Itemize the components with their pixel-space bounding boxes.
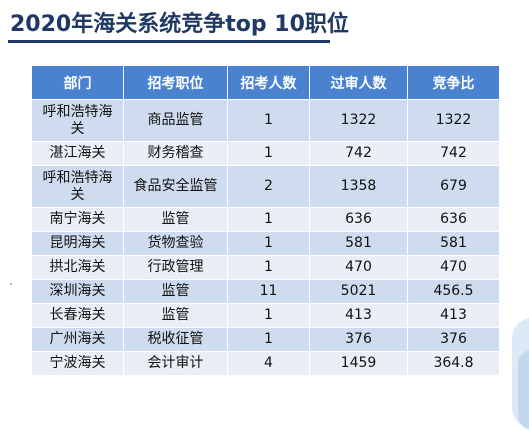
decorative-dot bbox=[10, 283, 12, 285]
table-row: 昆明海关 货物查验 1 581 581 bbox=[31, 231, 500, 256]
cell-ratio: 679 bbox=[407, 165, 500, 208]
table-row: 湛江海关 财务稽查 1 742 742 bbox=[31, 141, 500, 166]
cell-passed: 413 bbox=[309, 303, 408, 328]
cell-position: 监管 bbox=[123, 207, 228, 232]
cell-position: 会计审计 bbox=[123, 351, 228, 376]
table-row: 长春海关 监管 1 413 413 bbox=[31, 303, 500, 328]
cell-department: 呼和浩特海关 bbox=[31, 99, 124, 142]
cell-passed: 1322 bbox=[309, 99, 408, 142]
header-competition-ratio: 竞争比 bbox=[407, 65, 500, 100]
cell-position: 行政管理 bbox=[123, 255, 228, 280]
cell-passed: 1358 bbox=[309, 165, 408, 208]
cell-passed: 581 bbox=[309, 231, 408, 256]
table-row: 呼和浩特海关 食品安全监管 2 1358 679 bbox=[31, 165, 500, 208]
cell-position: 税收征管 bbox=[123, 327, 228, 352]
cell-hired: 1 bbox=[227, 231, 310, 256]
cell-hired: 1 bbox=[227, 207, 310, 232]
cell-department: 深圳海关 bbox=[31, 279, 124, 304]
cell-passed: 5021 bbox=[309, 279, 408, 304]
cell-hired: 11 bbox=[227, 279, 310, 304]
header-passed-count: 过审人数 bbox=[309, 65, 408, 100]
cell-ratio: 413 bbox=[407, 303, 500, 328]
cell-passed: 376 bbox=[309, 327, 408, 352]
header-hired-count: 招考人数 bbox=[227, 65, 310, 100]
title-underline bbox=[8, 40, 330, 43]
cell-department: 广州海关 bbox=[31, 327, 124, 352]
cell-department: 南宁海关 bbox=[31, 207, 124, 232]
table-row: 深圳海关 监管 11 5021 456.5 bbox=[31, 279, 500, 304]
cell-passed: 742 bbox=[309, 141, 408, 166]
cell-passed: 1459 bbox=[309, 351, 408, 376]
cell-position: 商品监管 bbox=[123, 99, 228, 142]
cell-department: 拱北海关 bbox=[31, 255, 124, 280]
table-row: 呼和浩特海关 商品监管 1 1322 1322 bbox=[31, 99, 500, 142]
cell-ratio: 581 bbox=[407, 231, 500, 256]
cell-ratio: 1322 bbox=[407, 99, 500, 142]
cell-passed: 636 bbox=[309, 207, 408, 232]
table-row: 广州海关 税收征管 1 376 376 bbox=[31, 327, 500, 352]
header-department: 部门 bbox=[31, 65, 124, 100]
cell-hired: 1 bbox=[227, 255, 310, 280]
cell-ratio: 376 bbox=[407, 327, 500, 352]
cell-ratio: 636 bbox=[407, 207, 500, 232]
table-row: 南宁海关 监管 1 636 636 bbox=[31, 207, 500, 232]
cell-hired: 1 bbox=[227, 99, 310, 142]
table-row: 宁波海关 会计审计 4 1459 364.8 bbox=[31, 351, 500, 376]
cell-ratio: 470 bbox=[407, 255, 500, 280]
cell-hired: 1 bbox=[227, 303, 310, 328]
cell-position: 监管 bbox=[123, 279, 228, 304]
cell-hired: 2 bbox=[227, 165, 310, 208]
page-title: 2020年海关系统竞争top 10职位 bbox=[10, 12, 349, 37]
cell-position: 财务稽查 bbox=[123, 141, 228, 166]
cell-department: 湛江海关 bbox=[31, 141, 124, 166]
cell-hired: 1 bbox=[227, 141, 310, 166]
cell-ratio: 742 bbox=[407, 141, 500, 166]
cell-ratio: 364.8 bbox=[407, 351, 500, 376]
cell-department: 宁波海关 bbox=[31, 351, 124, 376]
header-position: 招考职位 bbox=[123, 65, 228, 100]
cell-department: 长春海关 bbox=[31, 303, 124, 328]
cell-department: 呼和浩特海关 bbox=[31, 165, 124, 208]
table-header-row: 部门 招考职位 招考人数 过审人数 竞争比 bbox=[31, 65, 500, 100]
cell-department: 昆明海关 bbox=[31, 231, 124, 256]
cell-passed: 470 bbox=[309, 255, 408, 280]
cell-hired: 4 bbox=[227, 351, 310, 376]
cell-position: 监管 bbox=[123, 303, 228, 328]
cell-position: 货物查验 bbox=[123, 231, 228, 256]
cell-hired: 1 bbox=[227, 327, 310, 352]
table-row: 拱北海关 行政管理 1 470 470 bbox=[31, 255, 500, 280]
decorative-shape-inner bbox=[518, 350, 529, 430]
cell-ratio: 456.5 bbox=[407, 279, 500, 304]
cell-position: 食品安全监管 bbox=[123, 165, 228, 208]
competition-table: 部门 招考职位 招考人数 过审人数 竞争比 呼和浩特海关 商品监管 1 1322… bbox=[31, 65, 500, 376]
